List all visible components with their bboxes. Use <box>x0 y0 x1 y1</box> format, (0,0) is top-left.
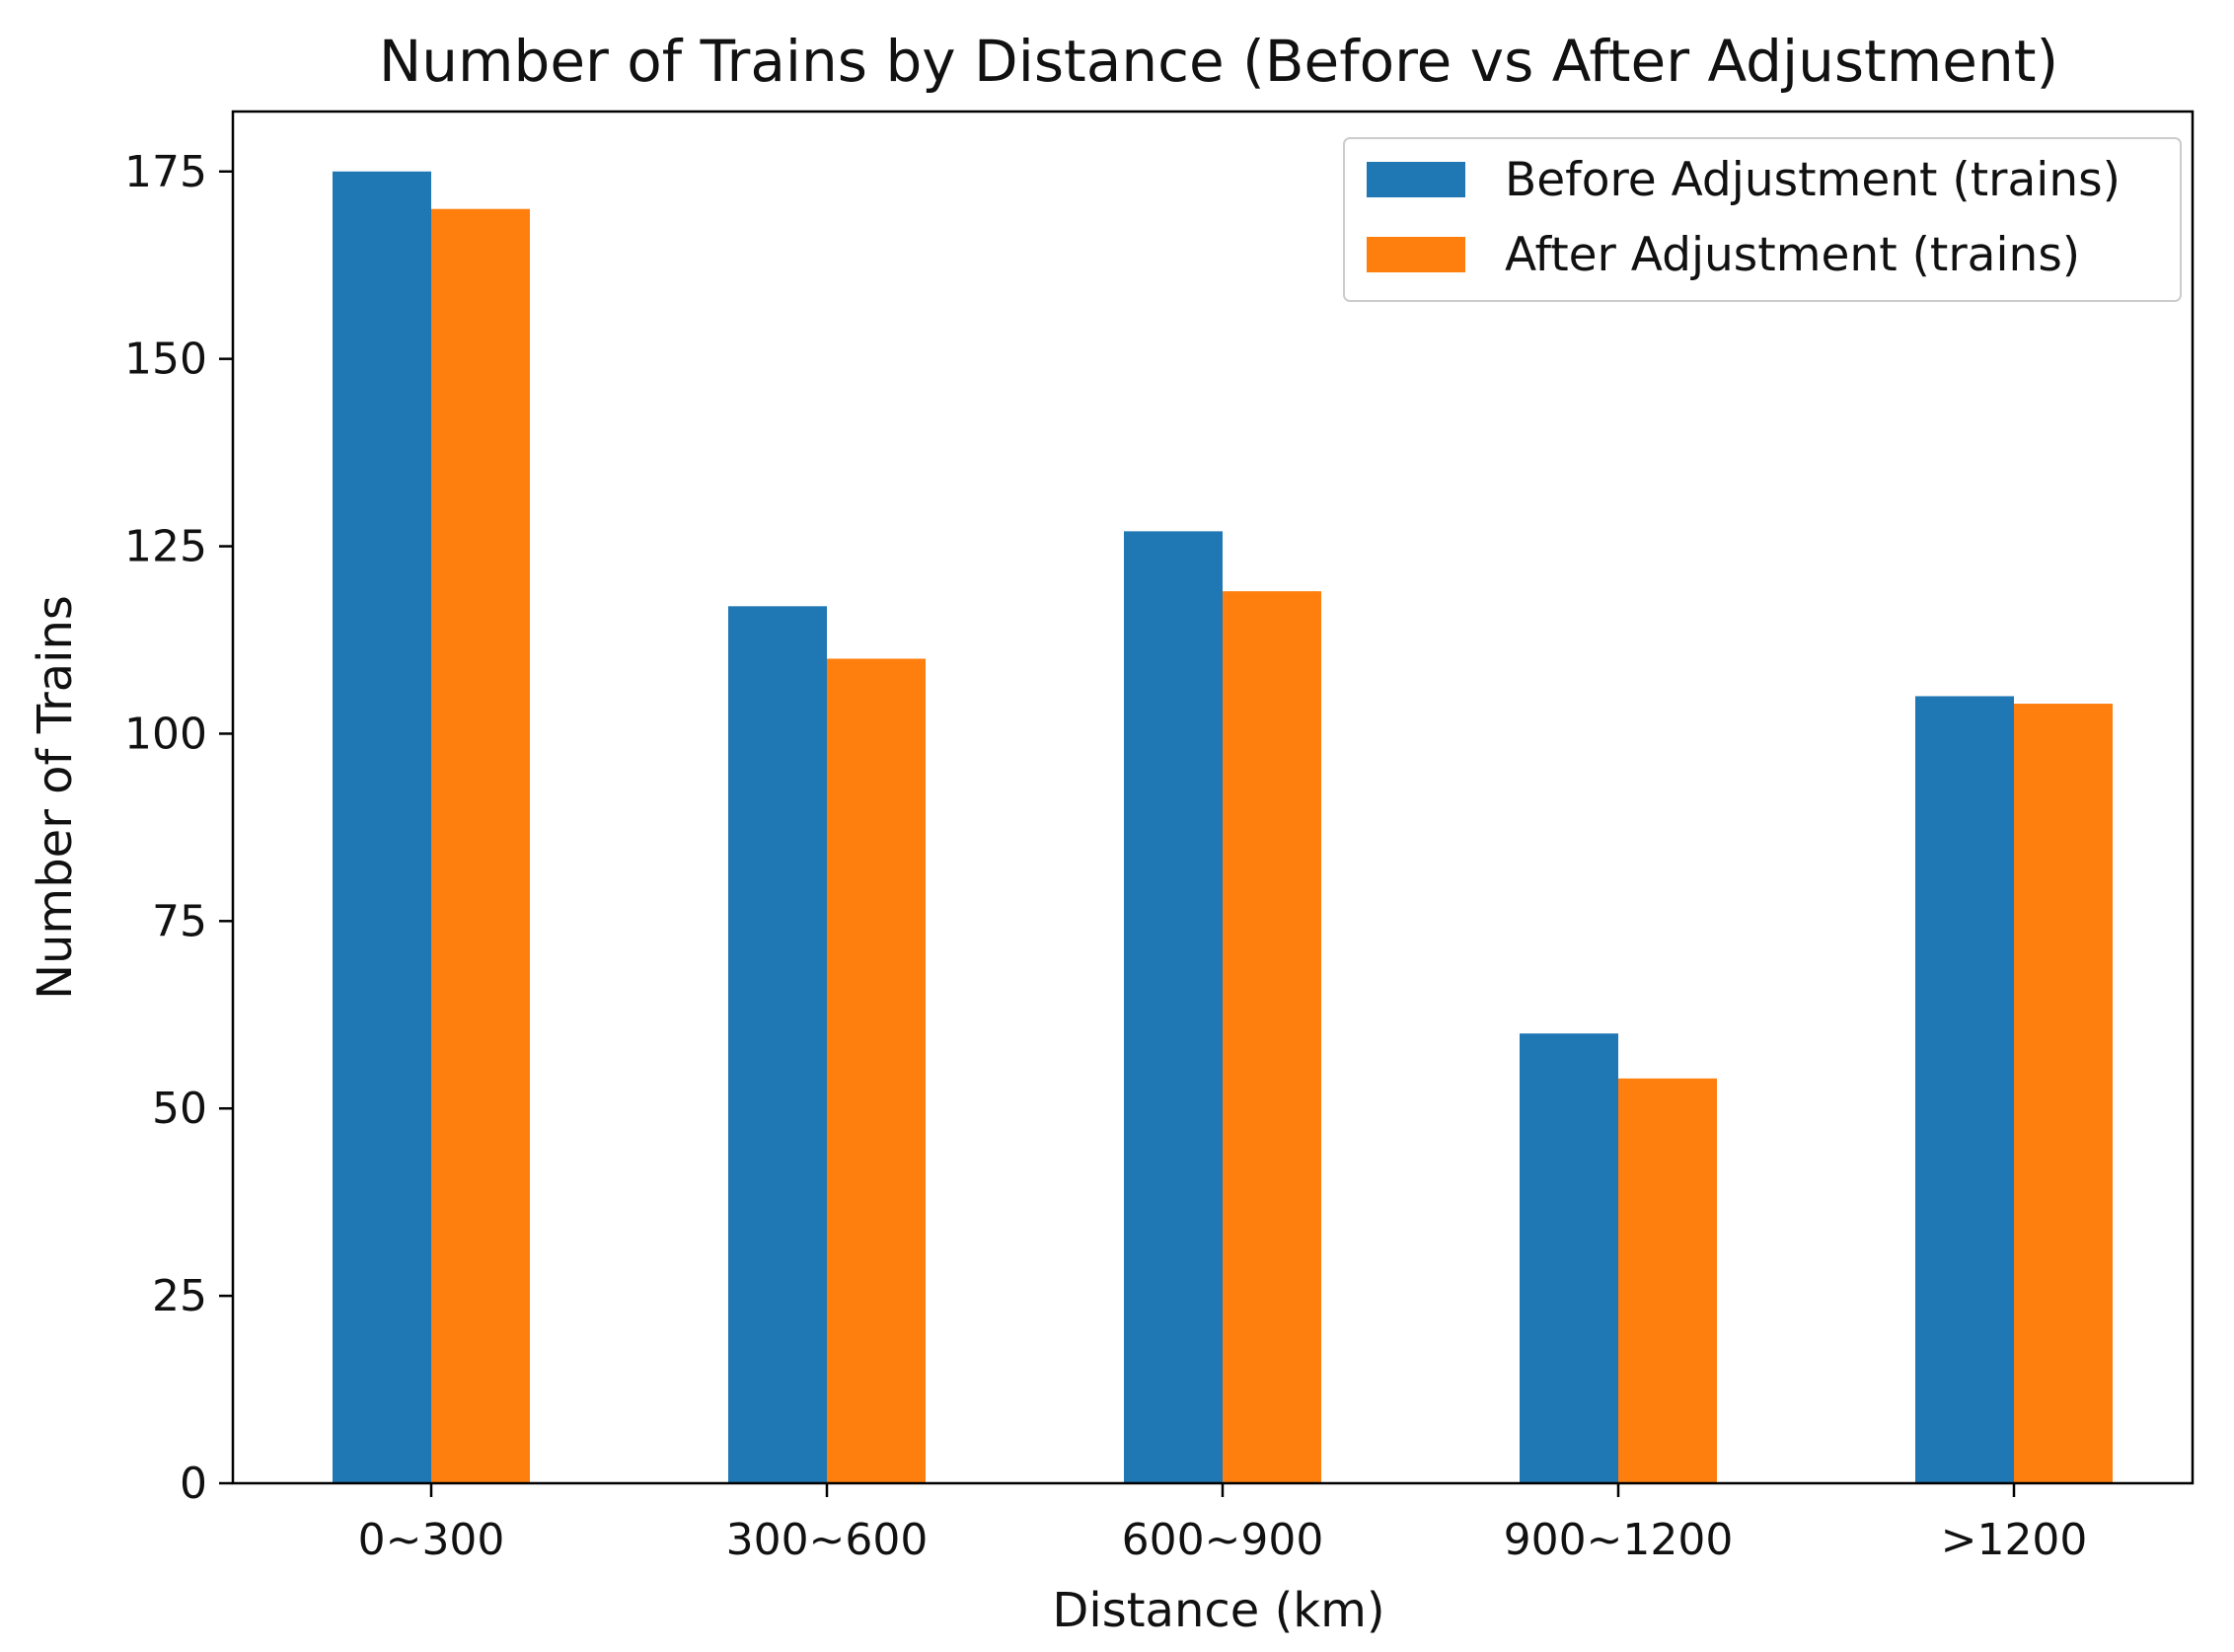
bar-after-3 <box>1618 1078 1717 1483</box>
x-axis-label: Distance (km) <box>1052 1583 1384 1638</box>
y-axis-label: Number of Trains <box>28 595 83 1000</box>
bar-before-1 <box>728 606 827 1483</box>
bar-before-4 <box>1915 696 2014 1483</box>
y-tick-label: 0 <box>180 1459 207 1509</box>
bar-after-1 <box>827 658 926 1483</box>
x-tick-label: 900~1200 <box>1504 1515 1734 1565</box>
chart-title: Number of Trains by Distance (Before vs … <box>379 28 2058 95</box>
y-tick-label: 50 <box>152 1084 207 1134</box>
plot-frame <box>231 110 2195 1485</box>
legend-swatch-after <box>1367 237 1465 272</box>
legend-box <box>1343 137 2182 302</box>
legend: Before Adjustment (trains) After Adjustm… <box>1343 137 2182 302</box>
y-tick-label: 75 <box>152 896 207 946</box>
bar-after-2 <box>1223 591 1321 1483</box>
bar-before-0 <box>333 171 431 1484</box>
y-tick-label: 150 <box>124 335 207 385</box>
y-tick-label: 175 <box>124 147 207 197</box>
x-tick-label: >1200 <box>1941 1515 2088 1565</box>
y-tick-label: 100 <box>124 709 207 759</box>
bar-before-3 <box>1520 1033 1618 1483</box>
bar-after-4 <box>2014 704 2113 1483</box>
bars-group <box>333 171 2113 1484</box>
bar-before-2 <box>1124 531 1223 1483</box>
x-tick-label: 600~900 <box>1122 1515 1324 1565</box>
y-axis: 0 25 50 75 100 125 150 175 <box>124 147 233 1509</box>
legend-label-after: After Adjustment (trains) <box>1505 228 2080 282</box>
legend-label-before: Before Adjustment (trains) <box>1505 153 2121 207</box>
x-tick-label: 0~300 <box>358 1515 505 1565</box>
x-tick-label: 300~600 <box>726 1515 929 1565</box>
x-axis: 0~300 300~600 600~900 900~1200 >1200 <box>358 1483 2088 1565</box>
y-tick-label: 125 <box>124 522 207 572</box>
y-tick-label: 25 <box>152 1271 207 1321</box>
bar-after-0 <box>431 208 530 1483</box>
legend-swatch-before <box>1367 162 1465 197</box>
